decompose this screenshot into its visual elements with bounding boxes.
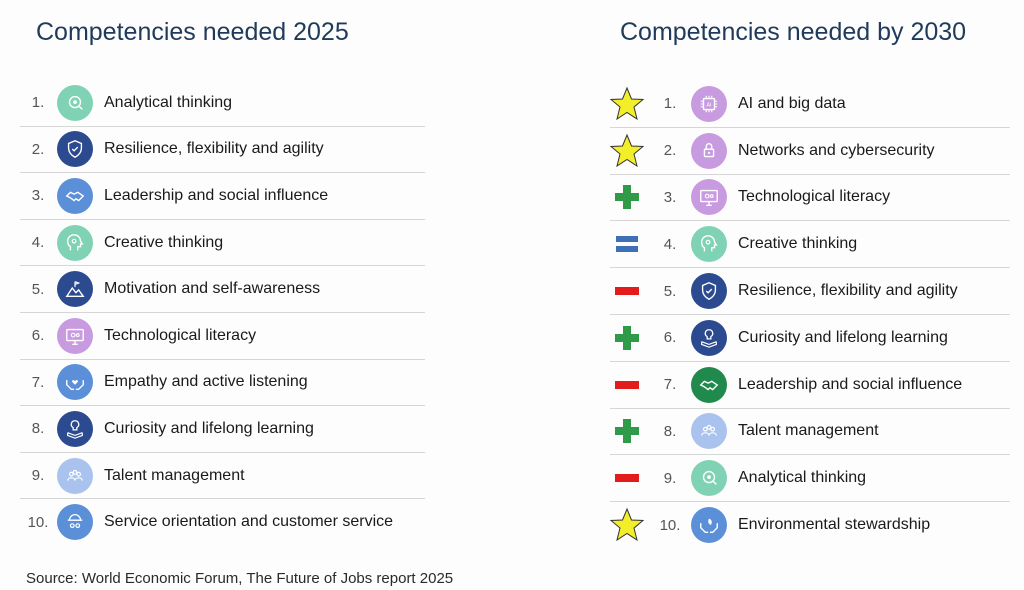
rank-number: 6. [663, 329, 677, 347]
handshake-icon [691, 366, 727, 403]
trend-minus-icon [608, 459, 646, 497]
competency-label: Leadership and social influence [104, 186, 329, 204]
competency-label: Creative thinking [738, 235, 858, 253]
competency-row: 2. Resilience, flexibility and agility [20, 127, 425, 174]
competency-row: 8. Talent management [610, 409, 1010, 456]
competency-row: 10. Environmental stewardship [608, 502, 1010, 548]
competency-row: 4. Creative thinking [20, 220, 425, 267]
title-2025: Competencies needed 2025 [36, 18, 349, 46]
trend-plus-icon [608, 412, 646, 450]
rank-number: 8. [663, 422, 677, 440]
competency-label: AI and big data [738, 94, 846, 112]
competency-row: 1. Analytical thinking [20, 80, 425, 127]
competency-label: Talent management [738, 422, 879, 440]
trend-star-icon [608, 132, 646, 170]
competency-row: 6. Curiosity and lifelong learning [610, 315, 1010, 362]
competency-label: Networks and cybersecurity [738, 141, 935, 159]
hands-leaf-icon [691, 507, 727, 544]
rank-number: 5. [663, 282, 677, 300]
people-group-icon [57, 457, 93, 494]
competency-label: Resilience, flexibility and agility [738, 282, 958, 300]
analytical-thinking-icon [57, 84, 93, 121]
rank-number: 2. [31, 140, 45, 158]
trend-star-icon [608, 506, 646, 544]
competency-label: Creative thinking [104, 233, 224, 251]
mountain-flag-icon [57, 271, 93, 308]
rank-number: 10. [27, 513, 49, 531]
rank-number: 2. [663, 142, 677, 160]
competency-label: Empathy and active listening [104, 373, 308, 391]
trend-plus-icon [608, 319, 646, 357]
competency-row: 4. Creative thinking [608, 221, 1010, 269]
lock-network-icon [691, 132, 727, 169]
competency-label: Curiosity and lifelong learning [738, 328, 948, 346]
trend-equal-icon [608, 225, 646, 263]
rank-number: 9. [663, 469, 677, 487]
competency-row: 3. Technological literacy [610, 175, 1010, 222]
competency-label: Technological literacy [104, 326, 257, 344]
competency-row: 7. Empathy and active listening [20, 360, 425, 407]
rank-number: 5. [31, 280, 45, 298]
analytical-thinking-icon [691, 460, 727, 497]
competency-row: 9. Talent management [20, 453, 425, 500]
competency-label: Technological literacy [738, 188, 891, 206]
competency-label: Resilience, flexibility and agility [104, 140, 324, 158]
source-note: Source: World Economic Forum, The Future… [26, 570, 454, 587]
competency-label: Analytical thinking [104, 93, 233, 111]
rank-number: 6. [31, 327, 45, 345]
competency-label: Analytical thinking [738, 469, 867, 487]
shield-icon [691, 273, 727, 310]
competency-label: Environmental stewardship [738, 516, 931, 534]
rank-number: 3. [31, 187, 45, 205]
competency-row: 6. Technological literacy [20, 313, 425, 360]
lightbulb-book-icon [691, 319, 727, 356]
hands-heart-icon [57, 364, 93, 401]
rank-number: 7. [663, 376, 677, 394]
svg-text:AI: AI [706, 102, 712, 108]
competency-label: Leadership and social influence [738, 375, 963, 393]
rank-number: 9. [31, 467, 45, 485]
competency-row: 5. Motivation and self-awareness [20, 266, 425, 313]
ai-chip-icon: AI [691, 85, 727, 122]
competency-row: 7. Leadership and social influence [610, 362, 1010, 409]
competency-row: 1. AI AI and big data [608, 81, 1010, 128]
monitor-icon [691, 179, 727, 216]
rank-number: 4. [31, 234, 45, 252]
rank-number: 3. [663, 188, 677, 206]
title-2030: Competencies needed by 2030 [620, 18, 967, 46]
competency-row: 9. Analytical thinking [608, 455, 1010, 503]
rank-number: 1. [31, 94, 45, 112]
creative-head-icon [57, 224, 93, 261]
competency-label: Curiosity and lifelong learning [104, 419, 314, 437]
competency-row: 10. Service orientation and customer serv… [20, 499, 425, 545]
rank-number: 1. [663, 95, 677, 113]
competencies-2025-list: 1. Analytical thinking 2. Resilience, flexi… [20, 80, 425, 545]
rank-number: 7. [31, 373, 45, 391]
rank-number: 4. [663, 235, 677, 253]
people-group-icon [691, 413, 727, 450]
competency-row: 2. Networks and cybersecurity [608, 128, 1010, 175]
trend-minus-icon [608, 272, 646, 310]
competency-label: Talent management [104, 466, 245, 484]
monitor-icon [57, 317, 93, 354]
competency-label: Motivation and self-awareness [104, 280, 321, 298]
rank-number: 10. [659, 516, 681, 534]
competency-row: 5. Resilience, flexibility and agility [610, 268, 1010, 315]
competencies-2030-list: 1. AI AI and big data 2. Networks and cybers… [608, 81, 1010, 548]
competency-row: 3. Leadership and social influence [20, 173, 425, 220]
creative-head-icon [691, 226, 727, 263]
service-icon [57, 504, 93, 541]
shield-icon [57, 131, 93, 168]
rank-number: 8. [31, 420, 45, 438]
competency-label: Service orientation and customer service [104, 513, 394, 531]
lightbulb-book-icon [57, 410, 93, 447]
competency-row: 8. Curiosity and lifelong learning [20, 406, 425, 453]
trend-minus-icon [608, 366, 646, 404]
handshake-icon [57, 177, 93, 214]
trend-star-icon [608, 85, 646, 123]
trend-plus-icon [608, 178, 646, 216]
